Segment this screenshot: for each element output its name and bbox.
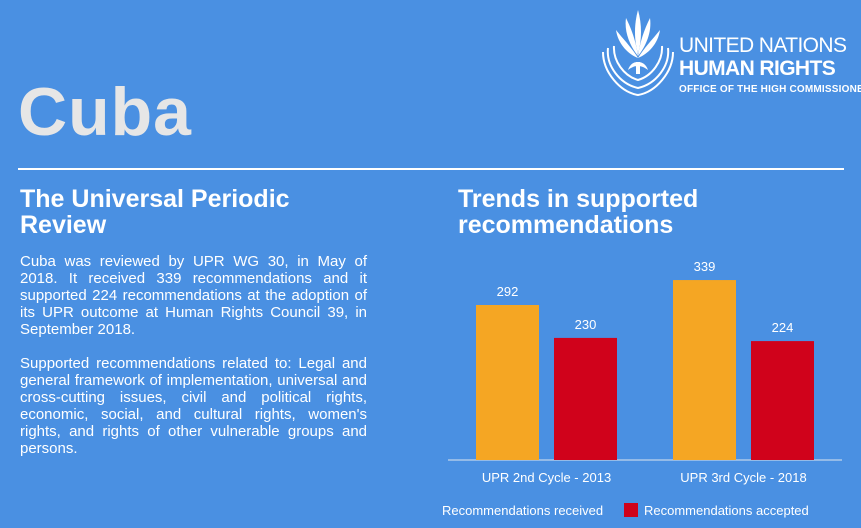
logo-line-united-nations: UNITED NATIONS bbox=[679, 34, 847, 57]
bar-accepted-0 bbox=[554, 337, 617, 460]
un-human-rights-logo: UNITED NATIONS HUMAN RIGHTS OFFICE OF TH… bbox=[600, 6, 861, 98]
un-emblem-icon bbox=[602, 10, 674, 97]
divider bbox=[18, 168, 844, 170]
legend-label-0: Recommendations received bbox=[442, 503, 603, 518]
data-label: 292 bbox=[497, 284, 519, 299]
bar-received-0 bbox=[476, 305, 539, 460]
data-label: 224 bbox=[772, 320, 794, 335]
bar-received-1 bbox=[673, 280, 736, 460]
logo-line-human-rights: HUMAN RIGHTS bbox=[679, 57, 836, 80]
upr-section-title: The Universal Periodic Review bbox=[20, 185, 290, 239]
data-label: 339 bbox=[694, 259, 716, 274]
logo-line-office: OFFICE OF THE HIGH COMMISSIONER bbox=[679, 84, 861, 95]
legend-swatch-1 bbox=[624, 503, 638, 517]
data-label: 230 bbox=[575, 317, 597, 332]
country-title: Cuba bbox=[18, 74, 192, 150]
category-label: UPR 3rd Cycle - 2018 bbox=[680, 470, 806, 485]
legend-label-1: Recommendations accepted bbox=[644, 503, 809, 518]
upr-paragraph-2: Supported recommendations related to: Le… bbox=[20, 355, 367, 457]
chart-title: Trends in supported recommendations bbox=[458, 185, 699, 239]
bar-chart: 292 230 UPR 2nd Cycle - 2013 339 224 UPR 3rd … bbox=[442, 259, 842, 518]
upr-paragraph-1: Cuba was reviewed by UPR WG 30, in May o… bbox=[20, 253, 367, 338]
bar-accepted-1 bbox=[751, 341, 814, 460]
category-label: UPR 2nd Cycle - 2013 bbox=[482, 470, 611, 485]
